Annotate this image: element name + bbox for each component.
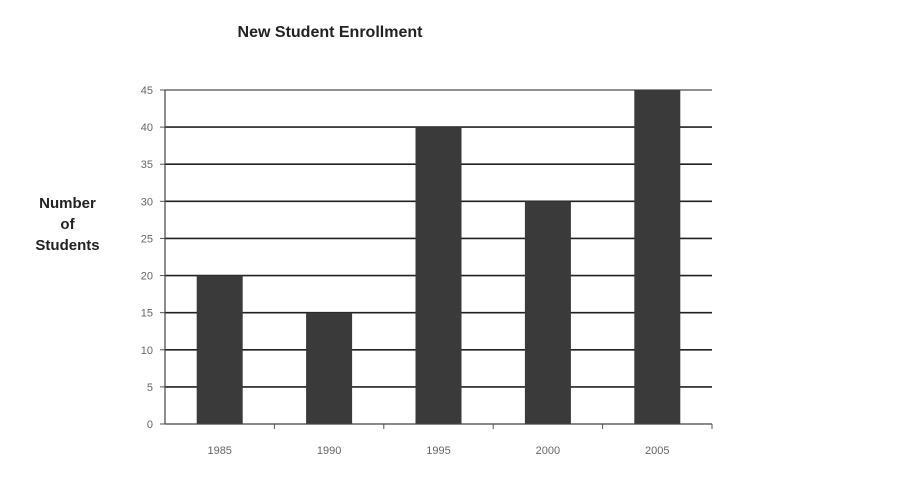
y-axis-label: Number of Students xyxy=(20,193,115,256)
x-tick-label-2000: 2000 xyxy=(536,445,560,457)
bars xyxy=(196,90,681,424)
bar-1995 xyxy=(415,127,462,424)
chart-title: New Student Enrollment xyxy=(237,24,423,41)
y-tick-label-0: 0 xyxy=(147,419,153,431)
y-tick-label-5: 5 xyxy=(147,382,153,394)
y-axis-label-line-1: Number xyxy=(39,195,96,212)
x-tick-label-1985: 1985 xyxy=(207,445,231,457)
y-tick-label-30: 30 xyxy=(141,196,153,208)
axes xyxy=(160,89,713,429)
x-tick-label-2005: 2005 xyxy=(645,445,669,457)
tick-labels: 0 5 10 15 20 25 30 35 40 45 1985 1990 1995 2000 2005 xyxy=(141,85,670,457)
y-tick-label-15: 15 xyxy=(141,308,153,320)
bar-2005 xyxy=(634,90,681,424)
y-tick-label-10: 10 xyxy=(141,345,153,357)
bar-2000 xyxy=(524,201,571,424)
y-tick-label-45: 45 xyxy=(141,85,153,97)
x-tick-label-1995: 1995 xyxy=(426,445,450,457)
x-tick-label-1990: 1990 xyxy=(317,445,341,457)
bar-1985 xyxy=(196,275,243,424)
y-tick-label-20: 20 xyxy=(141,271,153,283)
y-tick-label-35: 35 xyxy=(141,159,153,171)
y-tick-label-40: 40 xyxy=(141,122,153,134)
y-tick-label-25: 25 xyxy=(141,233,153,245)
y-axis-label-line-3: Students xyxy=(35,237,100,254)
y-axis-label-line-2: of xyxy=(60,216,75,233)
bar-1990 xyxy=(306,312,353,424)
